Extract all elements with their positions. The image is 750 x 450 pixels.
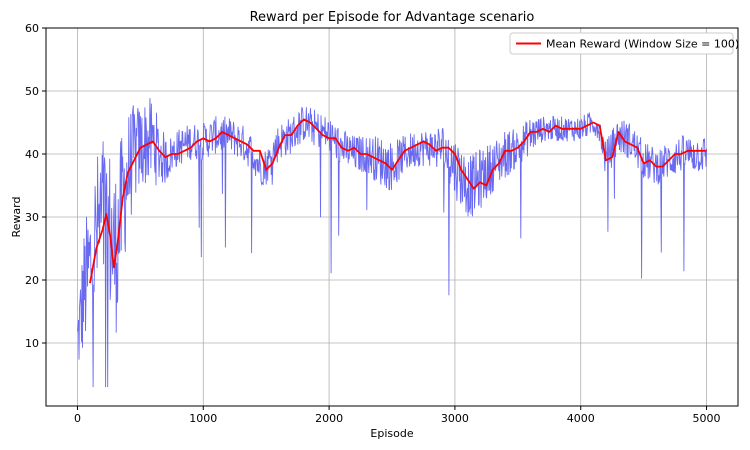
ticks-layer: 0 1000 2000 3000 4000 5000 10 20 30 40 50 60: [25, 22, 721, 425]
mean-reward-layer: [89, 118, 707, 284]
legend-box: [509, 32, 734, 55]
raw-reward-line: [77, 98, 707, 388]
y-tick-label: 30: [25, 211, 39, 224]
y-tick-label: 50: [25, 85, 39, 98]
y-tick-label: 60: [25, 22, 39, 35]
x-axis-label: Episode: [370, 427, 413, 440]
x-tick-label: 1000: [189, 412, 217, 425]
mean-reward-line: [89, 118, 707, 284]
x-tick-label: 5000: [693, 412, 721, 425]
legend: Mean Reward (Window Size = 100): [509, 32, 739, 55]
x-tick-label: 0: [74, 412, 81, 425]
y-tick-label: 20: [25, 274, 39, 287]
x-tick-label: 3000: [441, 412, 469, 425]
y-tick-label: 40: [25, 148, 39, 161]
x-tick-label: 2000: [315, 412, 343, 425]
chart-title: Reward per Episode for Advantage scenari…: [250, 10, 535, 25]
y-tick-label: 10: [25, 337, 39, 350]
y-axis-label: Reward: [10, 197, 23, 238]
raw-reward-layer: [77, 98, 707, 388]
x-tick-label: 4000: [567, 412, 595, 425]
legend-entry-mean-reward: Mean Reward (Window Size = 100): [546, 38, 739, 51]
grid-layer: [46, 27, 738, 406]
